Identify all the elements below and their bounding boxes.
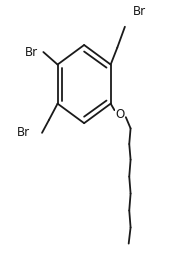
Text: Br: Br <box>17 126 30 139</box>
Text: Br: Br <box>133 5 146 18</box>
Text: O: O <box>116 108 125 121</box>
Text: Br: Br <box>25 46 38 59</box>
